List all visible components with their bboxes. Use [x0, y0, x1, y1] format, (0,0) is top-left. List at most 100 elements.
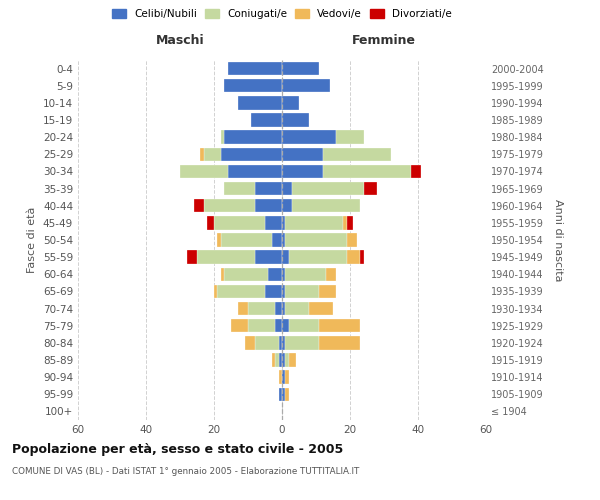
Bar — [282, 388, 286, 401]
Bar — [217, 234, 221, 246]
Bar — [224, 182, 255, 196]
Bar — [347, 216, 353, 230]
Bar — [194, 199, 204, 212]
Legend: Celibi/Nubili, Coniugati/e, Vedovi/e, Divorziati/e: Celibi/Nubili, Coniugati/e, Vedovi/e, Di… — [108, 5, 456, 24]
Bar — [221, 148, 282, 161]
Bar — [278, 354, 282, 366]
Bar — [221, 234, 272, 246]
Bar — [207, 216, 214, 230]
Bar — [286, 268, 326, 281]
Bar — [282, 268, 286, 281]
Bar — [326, 268, 337, 281]
Bar — [282, 336, 286, 349]
Bar — [231, 319, 248, 332]
Bar — [286, 284, 319, 298]
Bar — [275, 319, 282, 332]
Bar — [364, 182, 377, 196]
Bar — [360, 250, 364, 264]
Bar — [309, 302, 333, 316]
Bar — [347, 234, 357, 246]
Bar — [224, 79, 282, 92]
Text: Femmine: Femmine — [352, 34, 416, 48]
Bar — [278, 370, 282, 384]
Bar — [411, 164, 421, 178]
Y-axis label: Anni di nascita: Anni di nascita — [553, 198, 563, 281]
Bar — [265, 216, 282, 230]
Bar — [323, 164, 411, 178]
Bar — [217, 284, 265, 298]
Bar — [337, 130, 364, 144]
Bar — [282, 319, 289, 332]
Bar — [319, 284, 337, 298]
Bar — [282, 302, 286, 316]
Bar — [286, 302, 309, 316]
Bar — [272, 234, 282, 246]
Bar — [282, 284, 286, 298]
Bar — [245, 336, 255, 349]
Bar — [292, 182, 364, 196]
Bar — [204, 148, 221, 161]
Bar — [268, 268, 282, 281]
Bar — [214, 284, 217, 298]
Bar — [204, 199, 255, 212]
Bar — [221, 268, 224, 281]
Bar — [238, 302, 248, 316]
Bar — [282, 199, 292, 212]
Bar — [282, 182, 292, 196]
Bar — [292, 199, 360, 212]
Bar — [343, 216, 347, 230]
Bar — [282, 148, 323, 161]
Bar — [278, 388, 282, 401]
Bar — [272, 354, 275, 366]
Y-axis label: Fasce di età: Fasce di età — [28, 207, 37, 273]
Text: COMUNE DI VAS (BL) - Dati ISTAT 1° gennaio 2005 - Elaborazione TUTTITALIA.IT: COMUNE DI VAS (BL) - Dati ISTAT 1° genna… — [12, 468, 359, 476]
Bar — [227, 164, 282, 178]
Bar — [286, 388, 289, 401]
Bar — [282, 216, 286, 230]
Bar — [282, 96, 299, 110]
Bar — [289, 319, 319, 332]
Bar — [214, 216, 265, 230]
Bar — [282, 62, 319, 76]
Bar — [221, 130, 224, 144]
Bar — [282, 354, 286, 366]
Bar — [282, 130, 337, 144]
Bar — [275, 354, 278, 366]
Bar — [275, 302, 282, 316]
Bar — [255, 250, 282, 264]
Bar — [278, 336, 282, 349]
Bar — [200, 148, 204, 161]
Bar — [319, 319, 360, 332]
Bar — [282, 114, 309, 126]
Bar — [251, 114, 282, 126]
Bar — [265, 284, 282, 298]
Bar — [282, 79, 329, 92]
Bar — [319, 336, 360, 349]
Bar — [227, 62, 282, 76]
Bar — [248, 302, 275, 316]
Bar — [282, 234, 286, 246]
Bar — [248, 319, 275, 332]
Text: Popolazione per età, sesso e stato civile - 2005: Popolazione per età, sesso e stato civil… — [12, 442, 343, 456]
Bar — [286, 354, 289, 366]
Bar — [286, 234, 347, 246]
Bar — [255, 182, 282, 196]
Bar — [197, 250, 255, 264]
Bar — [187, 250, 197, 264]
Bar — [286, 336, 319, 349]
Bar — [286, 216, 343, 230]
Bar — [289, 250, 347, 264]
Bar — [286, 370, 289, 384]
Bar — [238, 96, 282, 110]
Bar — [282, 250, 289, 264]
Bar — [282, 164, 323, 178]
Bar — [282, 370, 286, 384]
Text: Maschi: Maschi — [155, 34, 205, 48]
Bar — [289, 354, 296, 366]
Bar — [224, 268, 268, 281]
Bar — [255, 336, 278, 349]
Bar — [224, 130, 282, 144]
Bar — [180, 164, 227, 178]
Bar — [323, 148, 391, 161]
Bar — [347, 250, 360, 264]
